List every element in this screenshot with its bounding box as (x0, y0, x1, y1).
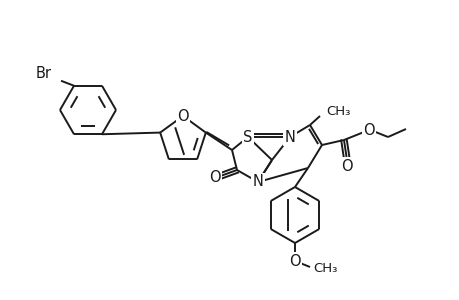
Text: O: O (177, 109, 188, 124)
Text: O: O (209, 170, 220, 185)
Text: S: S (243, 130, 252, 145)
Text: O: O (289, 254, 300, 268)
Text: O: O (363, 122, 374, 137)
Text: CH₃: CH₃ (325, 104, 350, 118)
Text: Br: Br (36, 66, 52, 81)
Text: CH₃: CH₃ (312, 262, 336, 275)
Text: O: O (341, 158, 352, 173)
Text: N: N (284, 130, 295, 145)
Text: N: N (252, 175, 263, 190)
